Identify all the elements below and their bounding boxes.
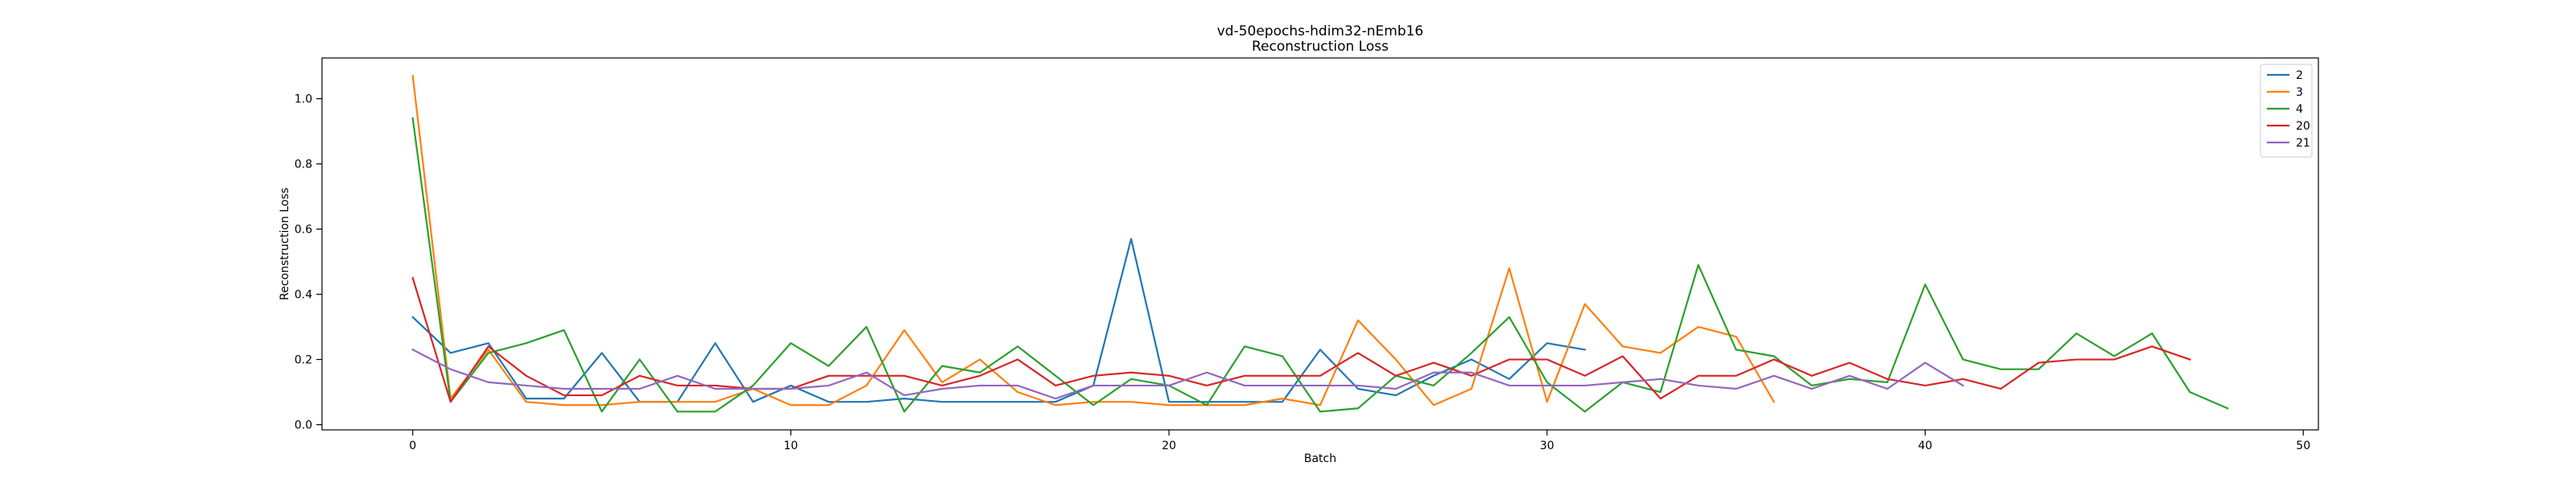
legend-label-21: 21 [2296, 137, 2310, 150]
series-line-20 [411, 276, 2191, 403]
legend-label-2: 2 [2296, 69, 2303, 82]
plot-frame [321, 57, 2319, 431]
x-tick-label: 20 [1162, 440, 1176, 452]
y-tick-label: 1.0 [295, 93, 312, 106]
x-tick-label: 0 [409, 440, 416, 452]
legend-label-20: 20 [2296, 120, 2310, 133]
y-tick-label: 0.2 [295, 354, 312, 367]
y-tick-label: 0.0 [295, 419, 312, 432]
y-tick-label: 0.6 [295, 224, 312, 237]
legend-label-4: 4 [2296, 103, 2303, 116]
series-line-4 [411, 117, 2229, 413]
legend: 2 3 4 20 21 [2260, 64, 2313, 158]
y-tick-label: 0.8 [295, 159, 312, 171]
series-line-21 [411, 348, 1964, 400]
series-group [411, 75, 2229, 413]
x-axis-label: Batch [1304, 452, 1336, 465]
x-tick-label: 50 [2296, 440, 2310, 452]
x-tick-label: 10 [784, 440, 799, 452]
y-tick-label: 0.4 [295, 289, 312, 302]
series-line-3 [411, 75, 1776, 407]
y-axis: 0.0 0.2 0.4 0.6 0.8 1.0 [295, 93, 322, 432]
series-line-2 [411, 237, 1587, 403]
x-axis: 0 10 20 30 40 50 [409, 430, 2310, 452]
legend-label-3: 3 [2296, 86, 2303, 99]
chart-title: vd-50epochs-hdim32-nEmb16 [1217, 23, 1424, 39]
plot-area [322, 58, 2318, 430]
chart-subtitle: Reconstruction Loss [1252, 39, 1389, 55]
legend-box [2260, 64, 2313, 158]
x-tick-label: 30 [1540, 440, 1554, 452]
x-tick-label: 40 [1918, 440, 1933, 452]
y-axis-label: Reconstruction Loss [279, 188, 291, 300]
